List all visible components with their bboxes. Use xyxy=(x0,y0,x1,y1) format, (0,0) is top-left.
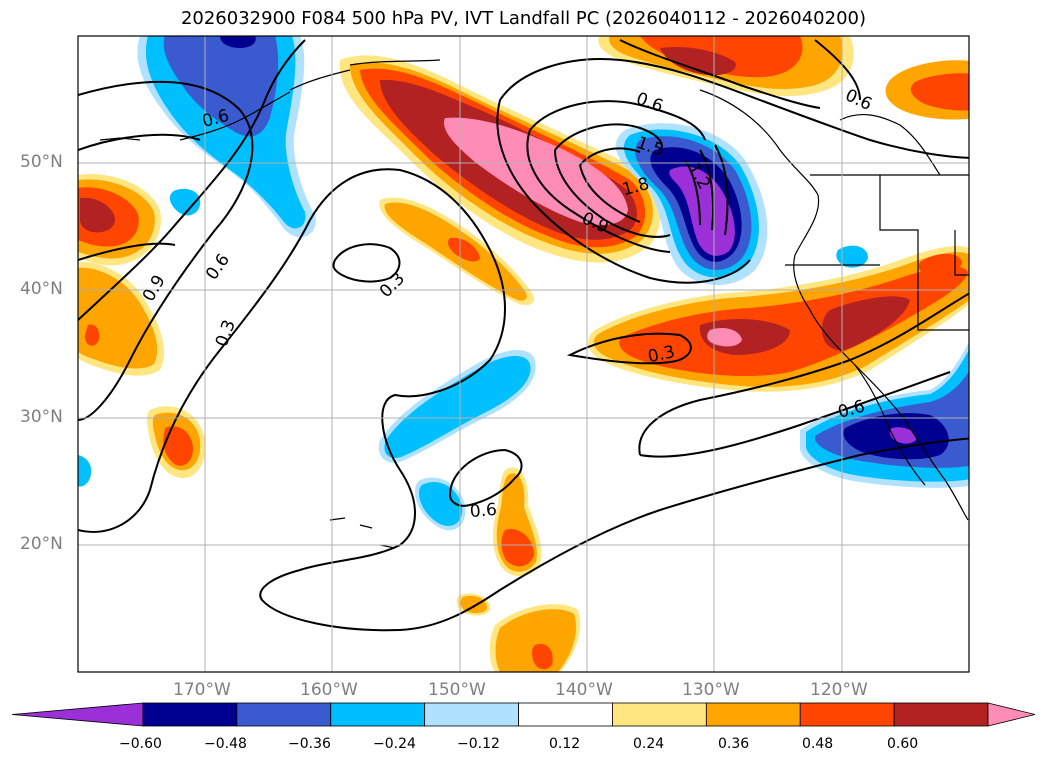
colorbar-segment xyxy=(799,702,895,727)
colorbar-segment xyxy=(236,702,332,727)
map-title: 2026032900 F084 500 hPa PV, IVT Landfall… xyxy=(180,8,867,29)
pv-anomaly-positive-central xyxy=(379,197,535,306)
colorbar-segment xyxy=(142,702,238,727)
colorbar-extend-low xyxy=(11,702,144,727)
colorbar-segment xyxy=(893,702,989,727)
lat-tick-label: 20°N xyxy=(20,534,63,554)
colorbar-tick-label: 0.24 xyxy=(633,736,665,752)
pv-anomaly-positive-northwest xyxy=(339,55,661,263)
colorbar-segment xyxy=(518,702,613,727)
colorbar-tick-label: 0.12 xyxy=(549,736,581,752)
lon-tick-label: 160°W xyxy=(300,680,358,700)
lon-tick-label: 140°W xyxy=(555,680,613,700)
lon-tick-label: 120°W xyxy=(810,680,868,700)
colorbar-tick-label: −0.48 xyxy=(204,736,247,752)
colorbar-tick-label: 0.48 xyxy=(802,736,834,752)
lon-tick-label: 170°W xyxy=(173,680,231,700)
pv-anomaly-positive-south xyxy=(456,467,581,672)
colorbar-tick-label: −0.24 xyxy=(373,736,416,752)
colorbar-tick-label: 0.60 xyxy=(887,736,919,752)
colorbar-segment xyxy=(330,702,426,727)
colorbar-tick-label: −0.36 xyxy=(288,736,331,752)
colorbar-segment xyxy=(705,702,801,727)
graticule xyxy=(78,36,969,672)
contour-label: 0.6 xyxy=(469,500,498,522)
pv-anomaly-positive-northeast xyxy=(885,60,969,120)
lat-tick-label: 50°N xyxy=(20,152,63,172)
lat-tick-label: 40°N xyxy=(20,279,63,299)
colorbar-segment xyxy=(424,702,519,727)
colorbar xyxy=(11,702,1036,727)
colorbar-tick-label: −0.12 xyxy=(457,736,500,752)
lon-tick-label: 130°W xyxy=(682,680,740,700)
coastlines xyxy=(99,59,969,549)
lat-tick-label: 30°N xyxy=(20,407,63,427)
colorbar-tick-label: 0.36 xyxy=(718,736,750,752)
pv-anomaly-negative-coast xyxy=(615,123,768,285)
colorbar-tick-label: −0.60 xyxy=(119,736,162,752)
pv-anomaly-negative-small xyxy=(836,245,868,268)
pv-anomaly-positive-alaska xyxy=(598,36,854,97)
map-frame xyxy=(77,35,970,673)
colorbar-segment xyxy=(612,702,707,727)
pv-anomaly-positive-west xyxy=(78,174,206,487)
pv-anomaly-negative-central xyxy=(378,350,536,531)
lon-tick-label: 150°W xyxy=(428,680,486,700)
colorbar-extend-high xyxy=(987,702,1036,727)
pv-anomaly-positive-california xyxy=(588,245,969,392)
